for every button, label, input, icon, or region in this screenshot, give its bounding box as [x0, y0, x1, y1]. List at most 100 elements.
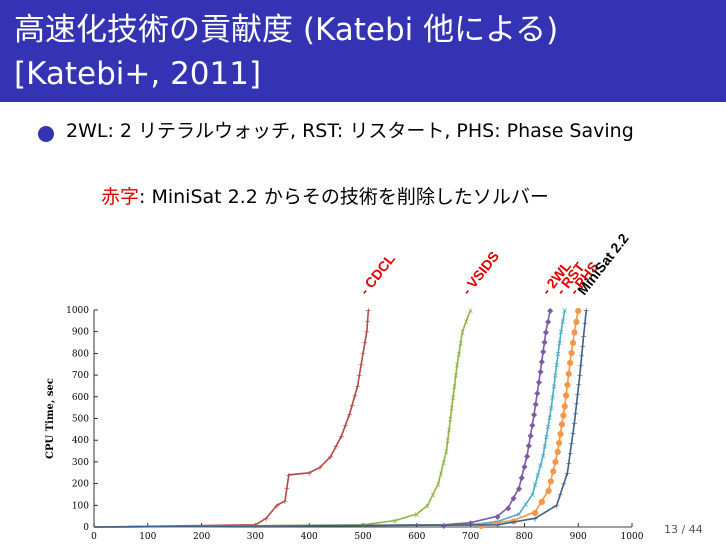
y-tick-label: 0: [83, 523, 89, 533]
series-marker-4: ●: [550, 467, 557, 476]
series-marker-4: ●: [560, 411, 567, 420]
series-marker-2: ◆: [505, 503, 512, 512]
series-marker-5: +: [553, 501, 560, 510]
x-tick-label: 700: [462, 532, 479, 542]
series-marker-5: +: [494, 521, 501, 530]
series-marker-0: +: [282, 497, 289, 506]
series-marker-5: +: [577, 361, 584, 370]
series-marker-3: ×: [541, 442, 548, 451]
series-marker-3: ×: [532, 481, 539, 490]
series-marker-0: +: [284, 484, 291, 493]
series-marker-0: +: [358, 360, 365, 369]
series-marker-0: +: [365, 306, 372, 315]
series-marker-0: +: [360, 349, 367, 358]
series-marker-2: ◆: [521, 462, 528, 471]
series-marker-1: x: [455, 360, 460, 369]
series-marker-2: ◆: [531, 410, 538, 419]
series-marker-1: x: [425, 501, 430, 510]
series-marker-0: +: [285, 471, 292, 480]
series-label-5: MiniSat 2.2: [574, 230, 632, 298]
series-marker-1: x: [452, 382, 457, 391]
series-marker-2: ◆: [511, 494, 518, 503]
series-marker-3: ×: [516, 510, 523, 519]
series-marker-1: x: [458, 339, 463, 348]
series-marker-4: ●: [573, 317, 580, 326]
series-marker-2: ◆: [545, 317, 552, 326]
series-marker-1: x: [468, 306, 473, 315]
series-marker-2: ◆: [519, 473, 526, 482]
series-marker-0: +: [338, 432, 345, 441]
y-tick-label: 1000: [66, 306, 89, 316]
series-marker-2: ◆: [541, 337, 548, 346]
x-tick-label: 600: [408, 532, 425, 542]
series-marker-0: +: [327, 452, 334, 461]
series-marker-2: ◆: [524, 451, 531, 460]
series-marker-1: x: [436, 480, 441, 489]
series-marker-1: x: [441, 458, 446, 467]
slide-title-line2: [Katebi+, 2011]: [14, 56, 262, 92]
series-marker-5: +: [567, 449, 574, 458]
series-marker-3: ×: [529, 490, 536, 499]
series-marker-5: +: [573, 400, 580, 409]
page-number: 13 / 44: [662, 522, 705, 537]
x-tick-label: 300: [247, 532, 264, 542]
x-tick-label: 100: [139, 532, 156, 542]
series-marker-5: +: [532, 514, 539, 523]
series-marker-4: ●: [554, 447, 561, 456]
series-marker-5: +: [582, 319, 589, 328]
series-marker-1: x: [414, 510, 419, 519]
series-marker-4: ●: [561, 401, 568, 410]
series-marker-3: ×: [543, 432, 550, 441]
series-marker-3: ×: [548, 404, 555, 413]
series-marker-2: ◆: [540, 347, 547, 356]
series-marker-3: ×: [549, 393, 556, 402]
series-marker-5: +: [574, 390, 581, 399]
series-marker-1: x: [453, 371, 458, 380]
series-marker-2: ◆: [543, 328, 550, 337]
series-marker-0: +: [342, 421, 349, 430]
x-tick-label: 1000: [621, 532, 644, 542]
series-marker-3: ×: [552, 371, 559, 380]
series-marker-3: ×: [555, 349, 562, 358]
series-marker-4: ●: [556, 438, 563, 447]
series-marker-3: ×: [546, 413, 553, 422]
series-marker-0: +: [349, 401, 356, 410]
series-marker-1: x: [444, 447, 449, 456]
y-tick-label: 900: [72, 328, 89, 338]
series-marker-4: ●: [545, 486, 552, 495]
series-line-5: [93, 309, 588, 528]
series-marker-1: x: [460, 328, 465, 337]
series-label-0: - CDCL: [356, 250, 398, 298]
series-marker-4: ●: [538, 497, 545, 506]
y-axis-label: CPU Time, sec: [45, 378, 56, 459]
series-marker-2: ◆: [494, 512, 501, 521]
series-marker-1: x: [449, 404, 454, 413]
y-tick-label: 500: [72, 415, 89, 425]
series-marker-5: +: [580, 332, 587, 341]
series-marker-3: ×: [553, 360, 560, 369]
series-marker-0: +: [364, 317, 371, 326]
series-marker-5: +: [575, 381, 582, 390]
series-marker-5: +: [579, 342, 586, 351]
y-tick-label: 200: [72, 480, 89, 490]
series-marker-1: x: [457, 349, 462, 358]
series-marker-1: x: [393, 516, 398, 525]
series-line-3: [93, 309, 566, 528]
series-marker-2: ◆: [516, 484, 523, 493]
series-marker-4: ●: [570, 338, 577, 347]
series-marker-1: x: [445, 436, 450, 445]
series-marker-5: +: [571, 419, 578, 428]
series-marker-5: +: [564, 469, 571, 478]
series-marker-1: x: [447, 425, 452, 434]
bullet-text: 2WL: 2 リテラルウォッチ, RST: リスタート, PHS: Phase …: [66, 120, 634, 142]
series-marker-3: ×: [560, 317, 567, 326]
series-marker-5: +: [576, 371, 583, 380]
series-marker-0: +: [333, 442, 340, 451]
series-marker-1: x: [464, 317, 469, 326]
note: 赤字: MiniSat 2.2 からその技術を削除したソルバー: [101, 184, 549, 210]
series-marker-4: ●: [557, 429, 564, 438]
series-marker-2: ◆: [468, 519, 475, 528]
series-marker-2: ◆: [547, 306, 554, 315]
series-marker-0: +: [274, 501, 281, 510]
series-marker-4: ●: [575, 306, 582, 315]
